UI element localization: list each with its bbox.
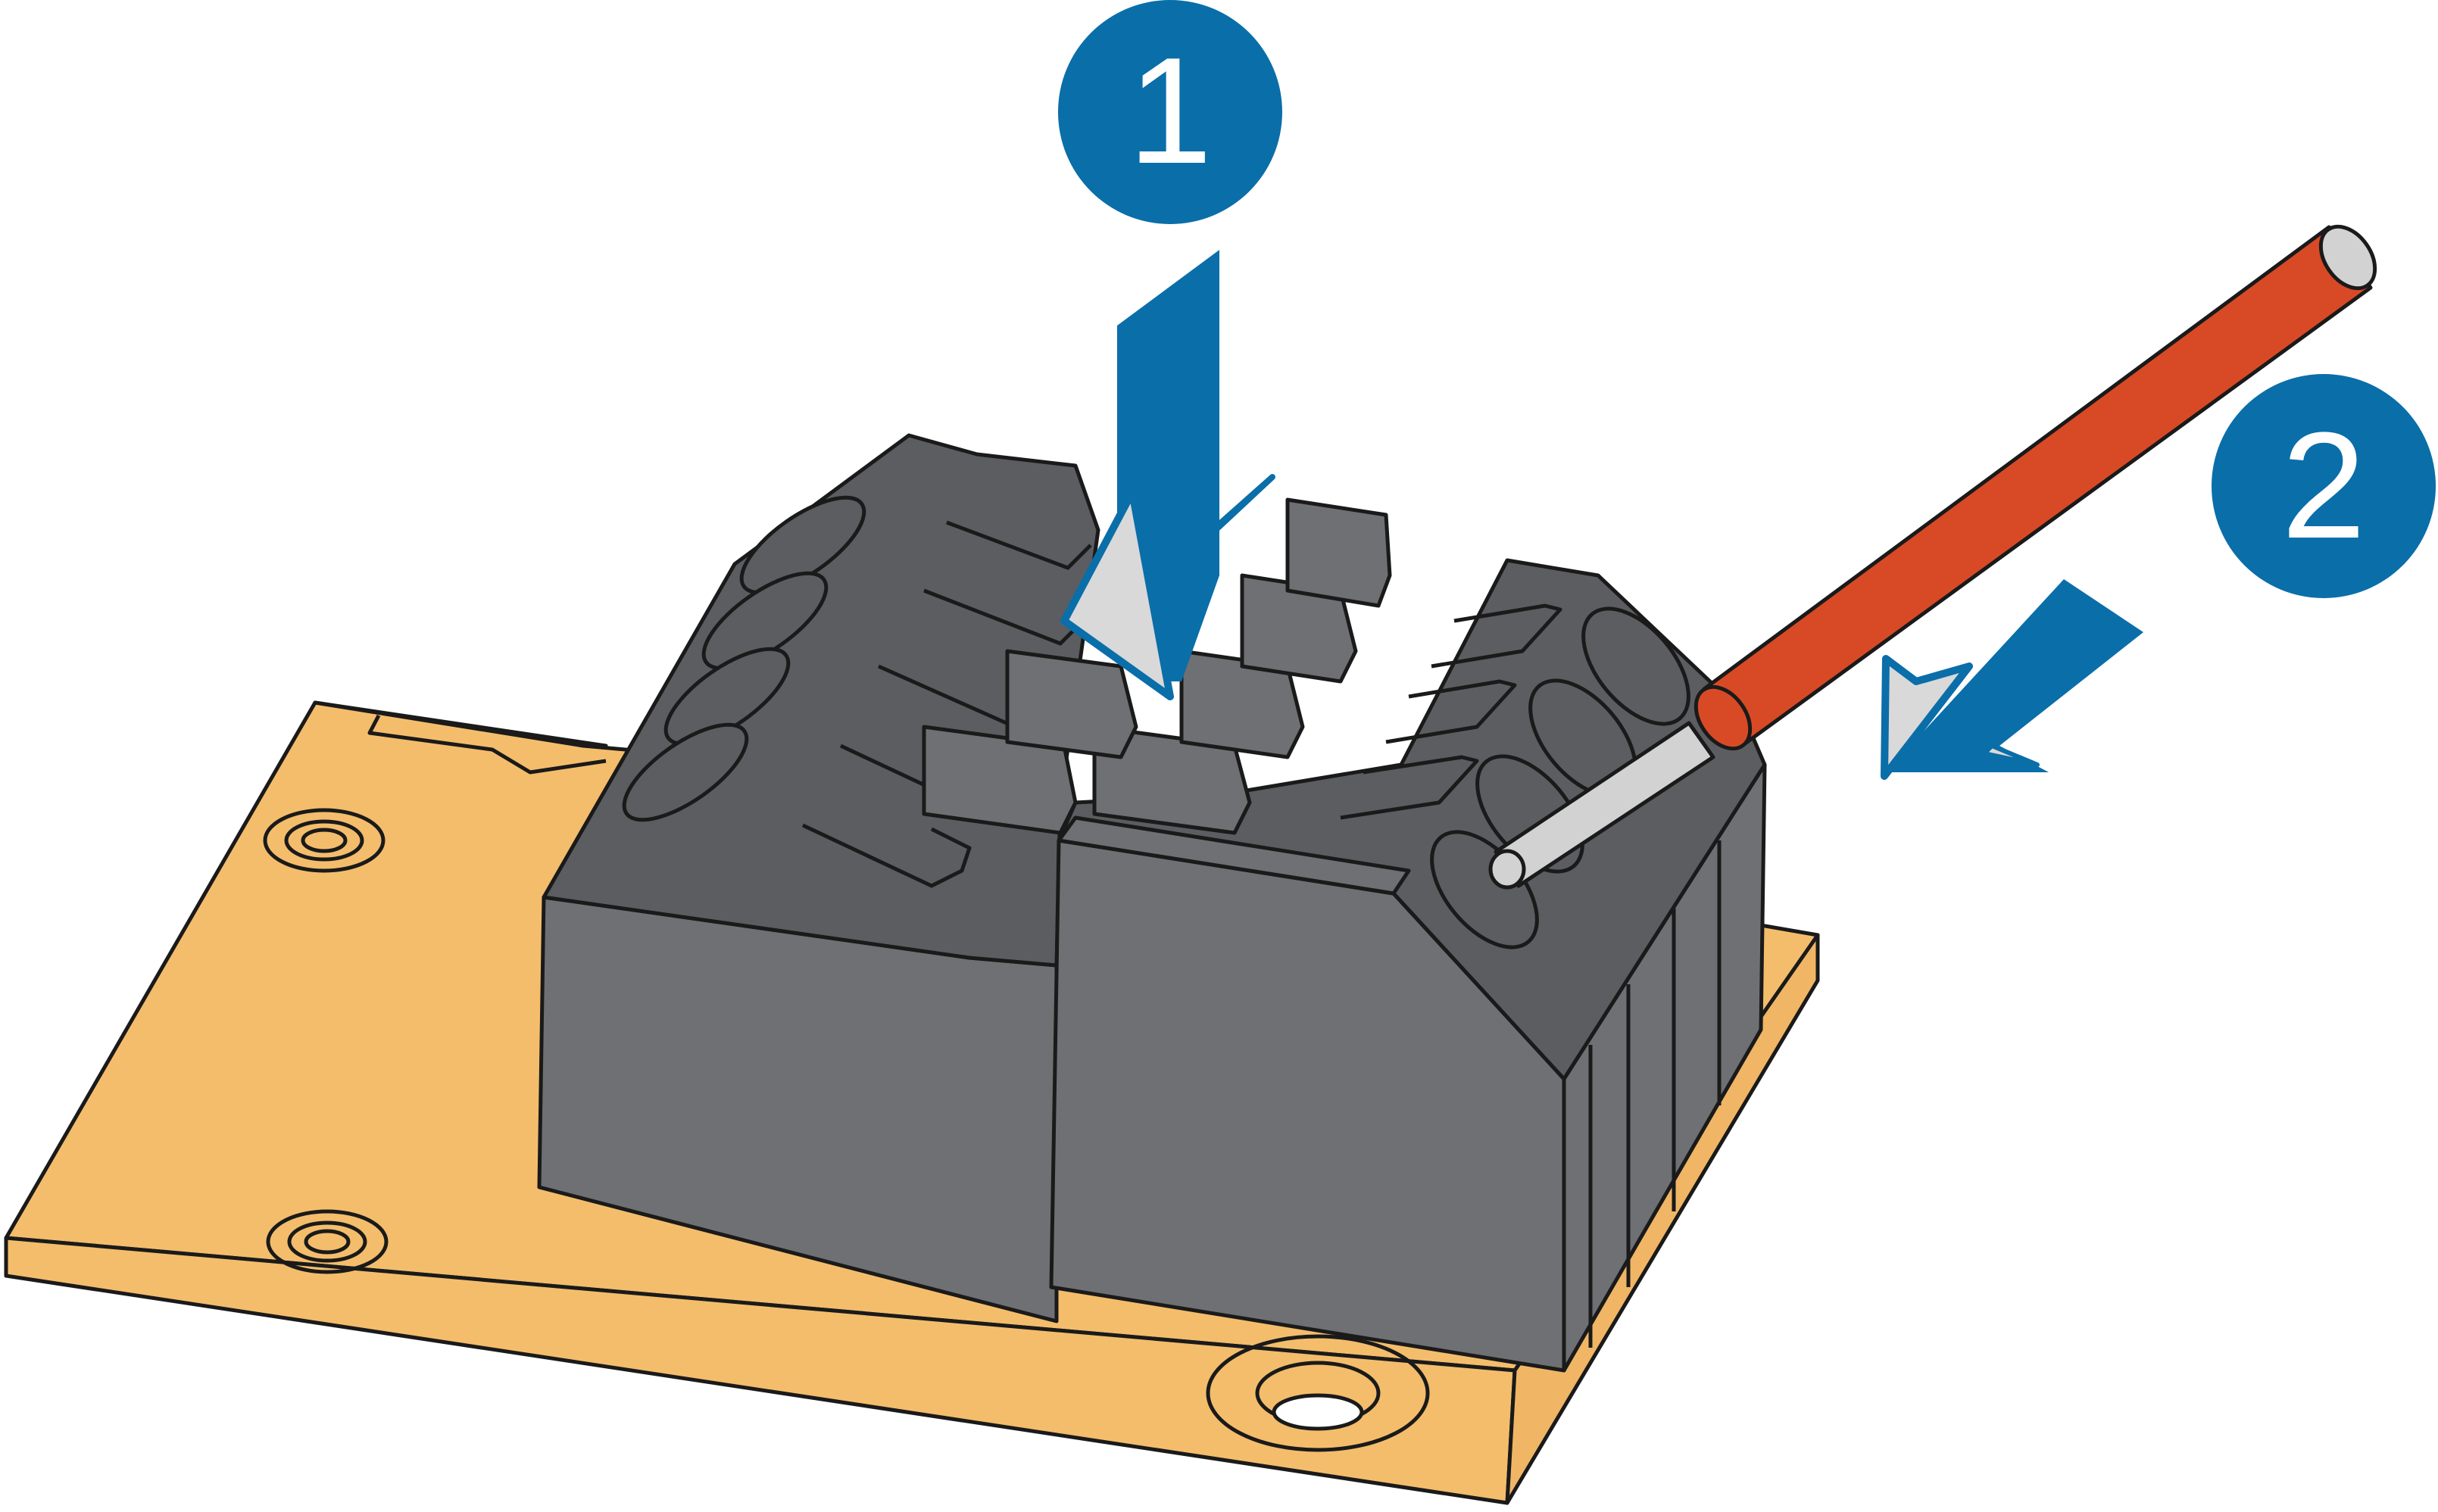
wire-ferrule-tip bbox=[1488, 849, 1526, 890]
mounting-hole-top-left bbox=[263, 808, 386, 873]
step-2-number: 2 bbox=[2281, 401, 2365, 570]
step-2-arrow-fin bbox=[1982, 744, 2040, 767]
wire-entry-holes-left bbox=[622, 495, 866, 822]
step-1-number: 1 bbox=[1128, 26, 1212, 195]
step-2-arrow-tip bbox=[1881, 655, 1973, 780]
step-2-badge-circle bbox=[2212, 374, 2436, 598]
terminal-block bbox=[537, 433, 1767, 1373]
terminal-front-edge bbox=[1057, 815, 1411, 896]
wire-end bbox=[2318, 224, 2377, 291]
board-notch bbox=[367, 714, 607, 775]
mounting-hole-front bbox=[1206, 1334, 1430, 1452]
terminal-left-module-top bbox=[542, 433, 1100, 968]
release-levers-right bbox=[1340, 603, 1562, 820]
step-1-arrow bbox=[1060, 250, 1275, 700]
step-1-badge-circle bbox=[1058, 0, 1282, 224]
wire-entry-holes-right bbox=[1430, 606, 1690, 949]
wire-insulation-front bbox=[1693, 684, 1753, 751]
step-1-badge: 1 bbox=[1058, 0, 1282, 224]
mounting-hole-bottom-left bbox=[266, 1209, 389, 1274]
step-2-arrow bbox=[1881, 579, 2143, 780]
step-2-badge: 2 bbox=[2212, 374, 2436, 598]
wire bbox=[1488, 224, 2377, 890]
step-1-arrow-tip bbox=[1060, 488, 1174, 700]
step-2-arrow-shaft bbox=[1886, 579, 2143, 772]
push-buttons-center bbox=[922, 497, 1392, 835]
step-1-arrow-fin bbox=[1201, 474, 1275, 541]
